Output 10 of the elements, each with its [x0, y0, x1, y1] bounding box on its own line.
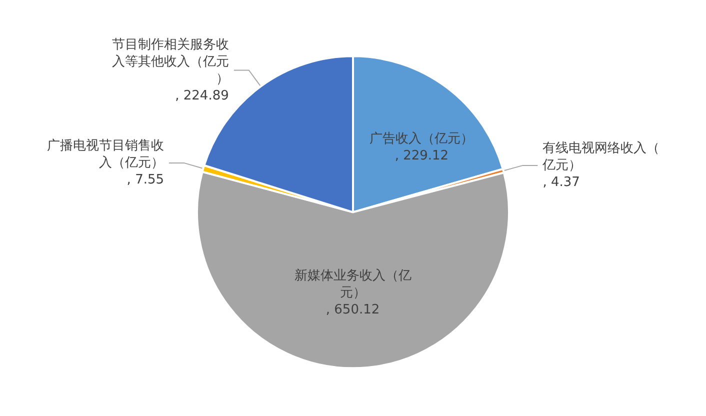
slice-label: 有线电视网络收入（亿元）: [542, 140, 660, 173]
data-label: , 7.55: [126, 172, 164, 188]
slice-label: 新媒体业务收入（亿元）: [294, 268, 412, 301]
slice-label: 节目制作相关服务收入等其他收入（亿元）: [112, 37, 229, 86]
slice-label: 广播电视节目销售收入（亿元）: [47, 138, 164, 170]
slice-label: 广告收入（亿元）: [370, 131, 474, 146]
data-label: , 650.12: [326, 302, 380, 318]
data-label: , 4.37: [542, 174, 580, 190]
data-label: , 229.12: [394, 148, 449, 164]
data-label: , 224.89: [175, 88, 229, 104]
